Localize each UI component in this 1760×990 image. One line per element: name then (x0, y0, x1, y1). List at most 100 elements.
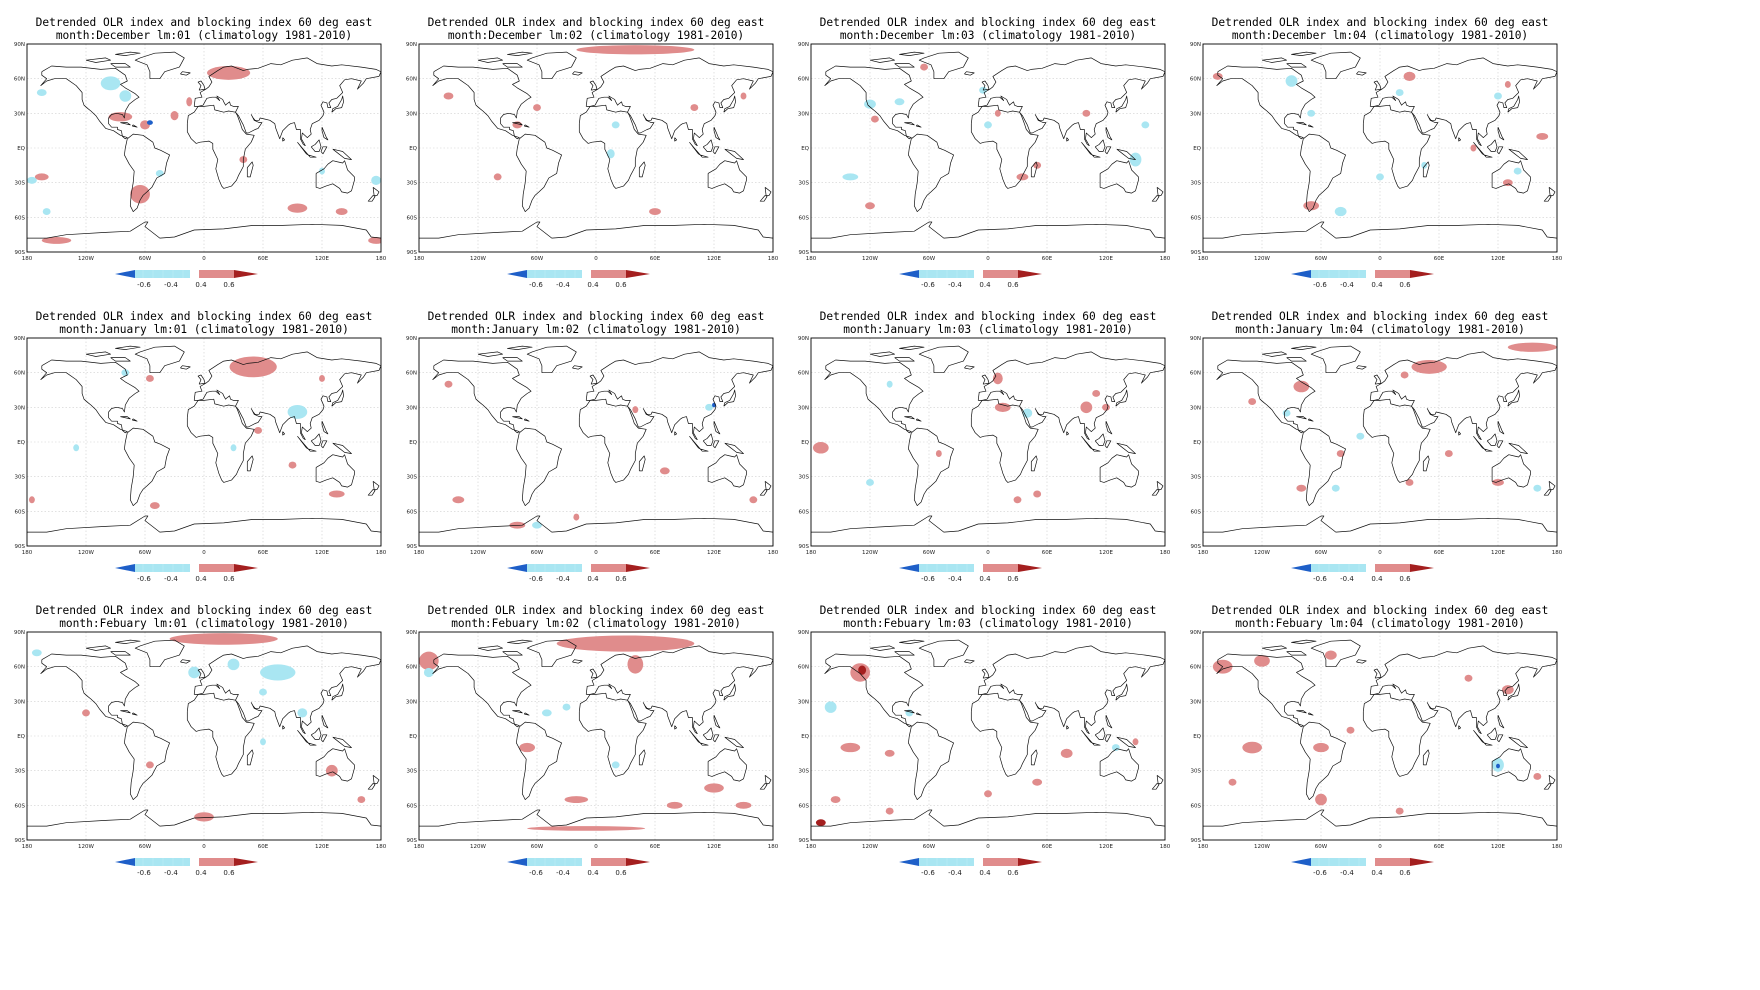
coastline (894, 357, 915, 362)
colorbar-label: 0.4 (1371, 869, 1383, 877)
coastline (824, 359, 924, 434)
coastline (1373, 80, 1382, 91)
colorbar-label: -0.6 (529, 869, 543, 877)
lat-tick-label: 30N (798, 405, 809, 411)
coastline (1104, 146, 1112, 155)
panel-title-line1: Detrended OLR index and blocking index 6… (427, 310, 765, 323)
map-panel: 90N 60N 30N EQ 30S 60S 90S 180 120W 60W 0 60E 120E 18… (792, 604, 1184, 898)
lon-tick-label: 60E (1042, 844, 1053, 850)
panel-title: Detrended OLR index and blocking index 6… (8, 310, 400, 336)
lat-tick-label: 30N (1190, 699, 1201, 705)
lon-tick-label: 60W (923, 844, 936, 850)
coastline (315, 454, 355, 488)
lat-tick-label: 60N (798, 371, 809, 377)
positive-anomaly-region (627, 655, 644, 674)
coastline (1105, 715, 1113, 729)
colorbar-negative (527, 564, 582, 572)
colorbar-strong-positive (1018, 270, 1042, 278)
coastline (1296, 416, 1307, 420)
coastline (1507, 95, 1520, 113)
colorbar: -0.6 -0.4 0.4 0.6 (507, 858, 650, 877)
lon-tick-label: 0 (594, 550, 598, 556)
coastline (523, 418, 530, 422)
negative-anomaly-region (423, 667, 434, 678)
colorbar-label: -0.4 (164, 869, 178, 877)
coastline (572, 659, 583, 664)
coastline (764, 481, 772, 490)
lat-tick-label: 30N (406, 699, 417, 705)
positive-anomaly-region (1336, 450, 1345, 458)
positive-anomaly-region (1254, 655, 1270, 667)
coastline (894, 651, 915, 656)
coastline (315, 160, 355, 194)
panel-title: Detrended OLR index and blocking index 6… (400, 16, 792, 42)
colorbar: -0.6 -0.4 0.4 0.6 (899, 858, 1042, 877)
positive-anomaly-region (815, 819, 826, 827)
coastline (477, 57, 503, 63)
coastline (1094, 727, 1106, 740)
panel-title-line1: Detrended OLR index and blocking index 6… (819, 16, 1157, 29)
lon-tick-label: 0 (202, 256, 206, 262)
negative-anomaly-region (886, 380, 893, 388)
lon-tick-label: 120E (315, 256, 329, 262)
coastline (918, 345, 969, 374)
coastline (1458, 431, 1461, 436)
coastline (516, 133, 562, 212)
coastline (124, 427, 170, 506)
coastline (1115, 95, 1128, 113)
coastline (1486, 433, 1498, 446)
coastline (502, 651, 523, 656)
coastline (899, 639, 925, 644)
positive-anomaly-region (357, 796, 366, 804)
positive-anomaly-region (1013, 496, 1022, 504)
panel-title-line2: month:Febuary lm:02 (climatology 1981-20… (451, 617, 741, 630)
coastline (120, 122, 131, 126)
colorbar-label: -0.4 (1340, 281, 1354, 289)
lat-tick-label: 60S (407, 509, 418, 515)
lat-tick-label: 90N (1190, 336, 1201, 342)
coastline (904, 710, 915, 714)
coastline (331, 683, 344, 701)
coastline (115, 639, 141, 644)
map-frame (810, 631, 1166, 841)
colorbar-label: 0.6 (615, 869, 627, 877)
colorbar-strong-negative (115, 858, 135, 866)
colorbar-strong-negative (899, 858, 919, 866)
panel-title-line2: month:January lm:02 (climatology 1981-20… (451, 323, 741, 336)
coastline (320, 734, 328, 743)
coastline (1151, 489, 1160, 496)
map-frame (810, 337, 1166, 547)
coastline (869, 645, 895, 651)
colorbar-strong-negative (507, 270, 527, 278)
coastline (310, 139, 322, 152)
map-frame (810, 43, 1166, 253)
negative-anomaly-region (541, 709, 552, 717)
coastline (759, 489, 768, 496)
coastline (699, 742, 709, 746)
coastline (523, 124, 530, 128)
lat-tick-label: 60S (1191, 803, 1202, 809)
lat-tick-label: 90N (406, 42, 417, 48)
positive-anomaly-region (1212, 72, 1223, 80)
lon-tick-label: 120W (862, 550, 878, 556)
coastline (1356, 659, 1367, 664)
coastline (869, 57, 895, 63)
colorbar-label: -0.4 (1340, 575, 1354, 583)
coastline (27, 221, 381, 239)
coastline (186, 692, 255, 777)
negative-anomaly-region (259, 688, 267, 696)
colorbar-negative (1311, 858, 1366, 866)
panel-title: Detrended OLR index and blocking index 6… (400, 604, 792, 630)
coastline (764, 775, 772, 784)
colorbar: -0.6 -0.4 0.4 0.6 (115, 564, 258, 583)
coastline (1548, 481, 1556, 490)
coastline (1094, 139, 1106, 152)
lon-tick-label: 120E (315, 550, 329, 556)
coastline (331, 95, 344, 113)
colorbar-strong-negative (899, 270, 919, 278)
coastline (723, 95, 736, 113)
lon-tick-label: 120W (1254, 550, 1270, 556)
positive-anomaly-region (1507, 342, 1557, 352)
positive-anomaly-region (1315, 793, 1327, 806)
